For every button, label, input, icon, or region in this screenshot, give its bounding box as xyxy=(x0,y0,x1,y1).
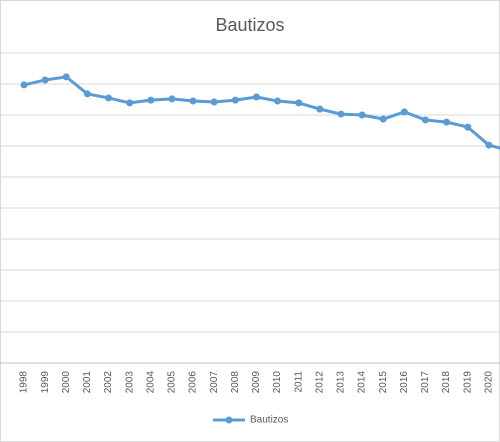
series-line xyxy=(23,75,500,150)
point xyxy=(358,111,366,119)
x-tick-label: 2007 xyxy=(209,371,220,394)
point xyxy=(231,96,239,104)
x-tick-label: 1999 xyxy=(40,371,51,394)
point xyxy=(295,99,303,107)
x-tick-label: 2014 xyxy=(357,371,368,394)
point xyxy=(62,73,70,81)
x-tick-label: 2004 xyxy=(145,371,156,394)
x-tick-label: 2005 xyxy=(167,371,178,394)
chart-title: Bautizos xyxy=(215,15,284,35)
x-tick-label: 2003 xyxy=(124,371,135,394)
legend-label: Bautizos xyxy=(250,415,288,426)
x-tick-label: 2016 xyxy=(399,371,410,394)
x-tick-label: 2008 xyxy=(230,371,241,394)
x-tick-label: 2018 xyxy=(441,371,452,394)
x-tick-label: 2020 xyxy=(484,371,495,394)
x-tick-label: 2012 xyxy=(314,371,325,394)
point xyxy=(168,95,176,103)
point xyxy=(20,81,28,89)
x-tick-label: 2017 xyxy=(420,371,431,394)
legend-marker xyxy=(225,416,233,424)
point xyxy=(274,97,282,105)
x-tick-label: 2011 xyxy=(293,371,304,393)
point xyxy=(105,94,113,102)
point xyxy=(400,108,408,116)
point xyxy=(126,99,134,107)
point xyxy=(41,76,49,84)
point xyxy=(252,93,260,101)
x-tick-label: 2002 xyxy=(103,371,114,394)
point xyxy=(421,116,429,124)
point xyxy=(316,105,324,113)
x-tick-label: 2000 xyxy=(61,371,72,394)
point xyxy=(147,96,155,104)
point xyxy=(379,115,387,123)
point xyxy=(337,110,345,118)
point xyxy=(83,90,91,98)
x-tick-label: 2009 xyxy=(251,371,262,394)
point xyxy=(443,118,451,126)
point xyxy=(210,98,218,106)
x-tick-label: 2013 xyxy=(336,371,347,394)
x-tick-label: 2006 xyxy=(188,371,199,394)
point xyxy=(485,141,493,149)
x-tick-label: 2019 xyxy=(462,371,473,394)
x-tick-label: 1998 xyxy=(19,371,30,394)
point xyxy=(189,97,197,105)
x-tick-label: 2015 xyxy=(378,371,389,394)
x-tick-label: 2010 xyxy=(272,371,283,394)
point xyxy=(464,123,472,131)
x-tick-label: 2001 xyxy=(82,371,93,394)
